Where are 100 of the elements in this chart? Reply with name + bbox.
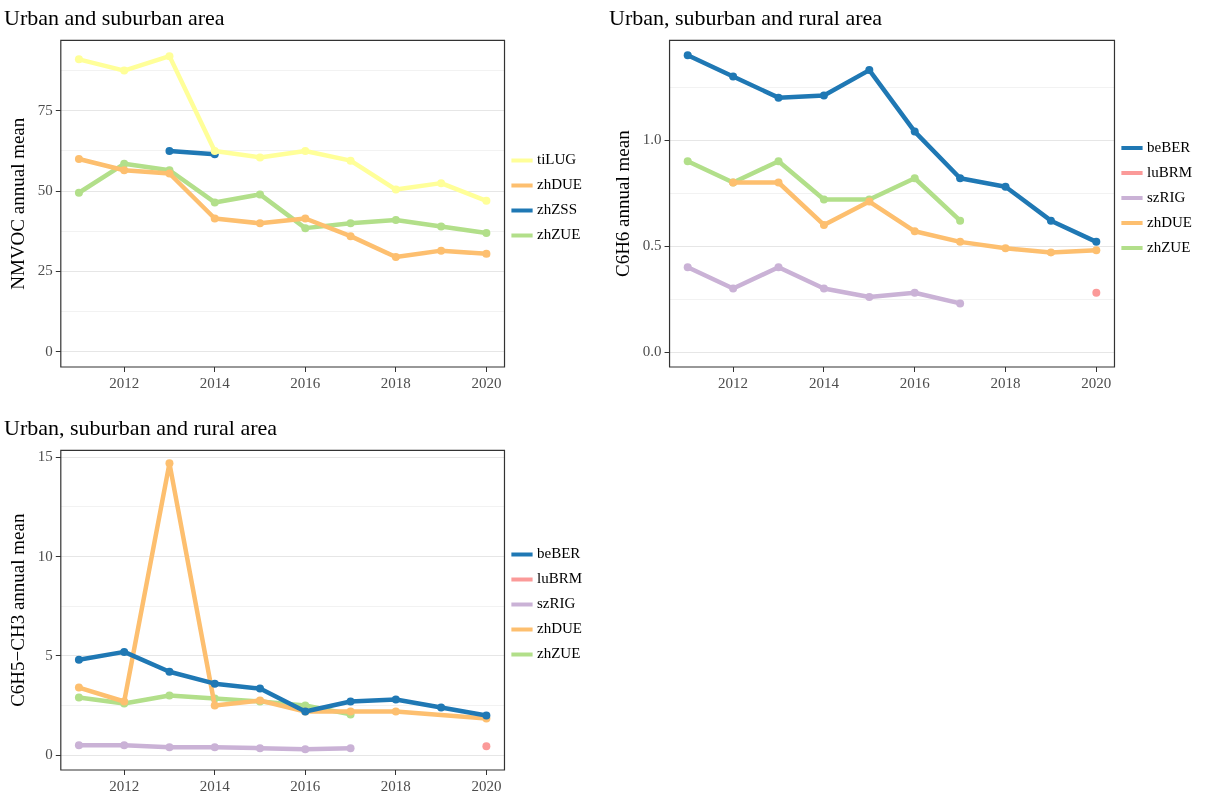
- point: [1001, 182, 1010, 191]
- point: [391, 216, 400, 225]
- point: [865, 293, 874, 302]
- x-tick-label: 2012: [109, 777, 140, 794]
- point: [437, 703, 446, 712]
- point: [729, 284, 738, 293]
- legend-label: beBER: [536, 545, 581, 562]
- point: [346, 697, 355, 706]
- x-tick-label: 2016: [899, 374, 931, 391]
- point: [256, 684, 265, 693]
- point: [346, 219, 355, 228]
- point: [210, 214, 219, 223]
- y-tick-label: 5: [45, 646, 53, 663]
- point: [1046, 216, 1055, 225]
- point: [437, 222, 446, 231]
- point: [120, 741, 129, 750]
- chart-title: Urban, suburban and rural area: [609, 4, 883, 30]
- point: [391, 185, 400, 194]
- point: [346, 232, 355, 241]
- legend-label: zhDUE: [536, 620, 582, 637]
- legend-label: zhZSS: [537, 201, 578, 218]
- point: [256, 219, 265, 228]
- point: [683, 51, 692, 60]
- y-tick-label: 0: [45, 746, 53, 763]
- x-tick-label: 2014: [199, 374, 231, 391]
- x-tick-label: 2012: [718, 374, 749, 391]
- legend-label: szRIG: [536, 595, 576, 612]
- point: [956, 299, 965, 308]
- point: [819, 220, 828, 229]
- point: [774, 93, 783, 102]
- y-axis-title: C6H6 annual mean: [612, 129, 634, 278]
- x-tick-label: 2020: [1081, 374, 1112, 391]
- point: [256, 153, 265, 162]
- point: [437, 179, 446, 188]
- y-axis-title: C6H5−CH3 annual mean: [7, 513, 29, 707]
- point: [774, 178, 783, 187]
- x-tick-label: 2018: [380, 777, 411, 794]
- legend-label: szRIG: [1146, 188, 1186, 205]
- point: [165, 691, 174, 700]
- point: [391, 695, 400, 704]
- point: [683, 157, 692, 166]
- point: [819, 284, 828, 293]
- point: [301, 224, 310, 233]
- y-tick-label: 0: [45, 342, 53, 359]
- point: [346, 156, 355, 165]
- point: [774, 263, 783, 272]
- point: [120, 647, 129, 656]
- point: [165, 743, 174, 752]
- legend-label: zhDUE: [1146, 213, 1192, 230]
- x-tick-label: 2012: [109, 374, 140, 391]
- y-tick-label: 0.5: [642, 237, 662, 254]
- point: [74, 155, 83, 164]
- legend-label: luBRM: [1146, 163, 1192, 180]
- point: [210, 743, 219, 752]
- point: [391, 707, 400, 716]
- point: [482, 196, 491, 205]
- legend-label: zhZUE: [536, 645, 581, 662]
- point: [482, 228, 491, 237]
- point: [165, 52, 174, 61]
- point: [819, 195, 828, 204]
- y-axis-title: NMVOC annual mean: [7, 117, 29, 290]
- point: [74, 693, 83, 702]
- x-tick-label: 2014: [199, 777, 231, 794]
- point: [910, 227, 919, 236]
- point: [120, 166, 129, 175]
- x-tick-label: 2020: [471, 374, 502, 391]
- point: [956, 216, 965, 225]
- point: [74, 188, 83, 197]
- point: [165, 667, 174, 676]
- point: [74, 741, 83, 750]
- point: [74, 683, 83, 692]
- x-tick-label: 2018: [380, 374, 411, 391]
- point: [120, 66, 129, 75]
- point: [210, 146, 219, 155]
- point: [1092, 246, 1101, 255]
- x-tick-label: 2016: [290, 777, 321, 794]
- point: [774, 157, 783, 166]
- point: [256, 190, 265, 199]
- point: [301, 146, 310, 155]
- point: [910, 288, 919, 297]
- point: [74, 55, 83, 64]
- point: [482, 249, 491, 258]
- legend-label: beBER: [1146, 138, 1191, 155]
- y-tick-label: 15: [37, 448, 53, 465]
- point: [956, 237, 965, 246]
- y-tick-label: 0.0: [642, 343, 662, 360]
- point: [437, 246, 446, 255]
- point: [210, 198, 219, 207]
- x-tick-label: 2018: [990, 374, 1021, 391]
- y-tick-label: 50: [37, 182, 53, 199]
- point: [1046, 248, 1055, 257]
- point: [301, 214, 310, 223]
- legend-label: tiLUG: [537, 151, 577, 168]
- point: [910, 127, 919, 136]
- x-tick-label: 2014: [808, 374, 840, 391]
- x-tick-label: 2016: [290, 374, 321, 391]
- legend-label: luBRM: [536, 570, 582, 587]
- point: [210, 701, 219, 710]
- point: [74, 655, 83, 664]
- legend-label: zhZUE: [537, 226, 581, 243]
